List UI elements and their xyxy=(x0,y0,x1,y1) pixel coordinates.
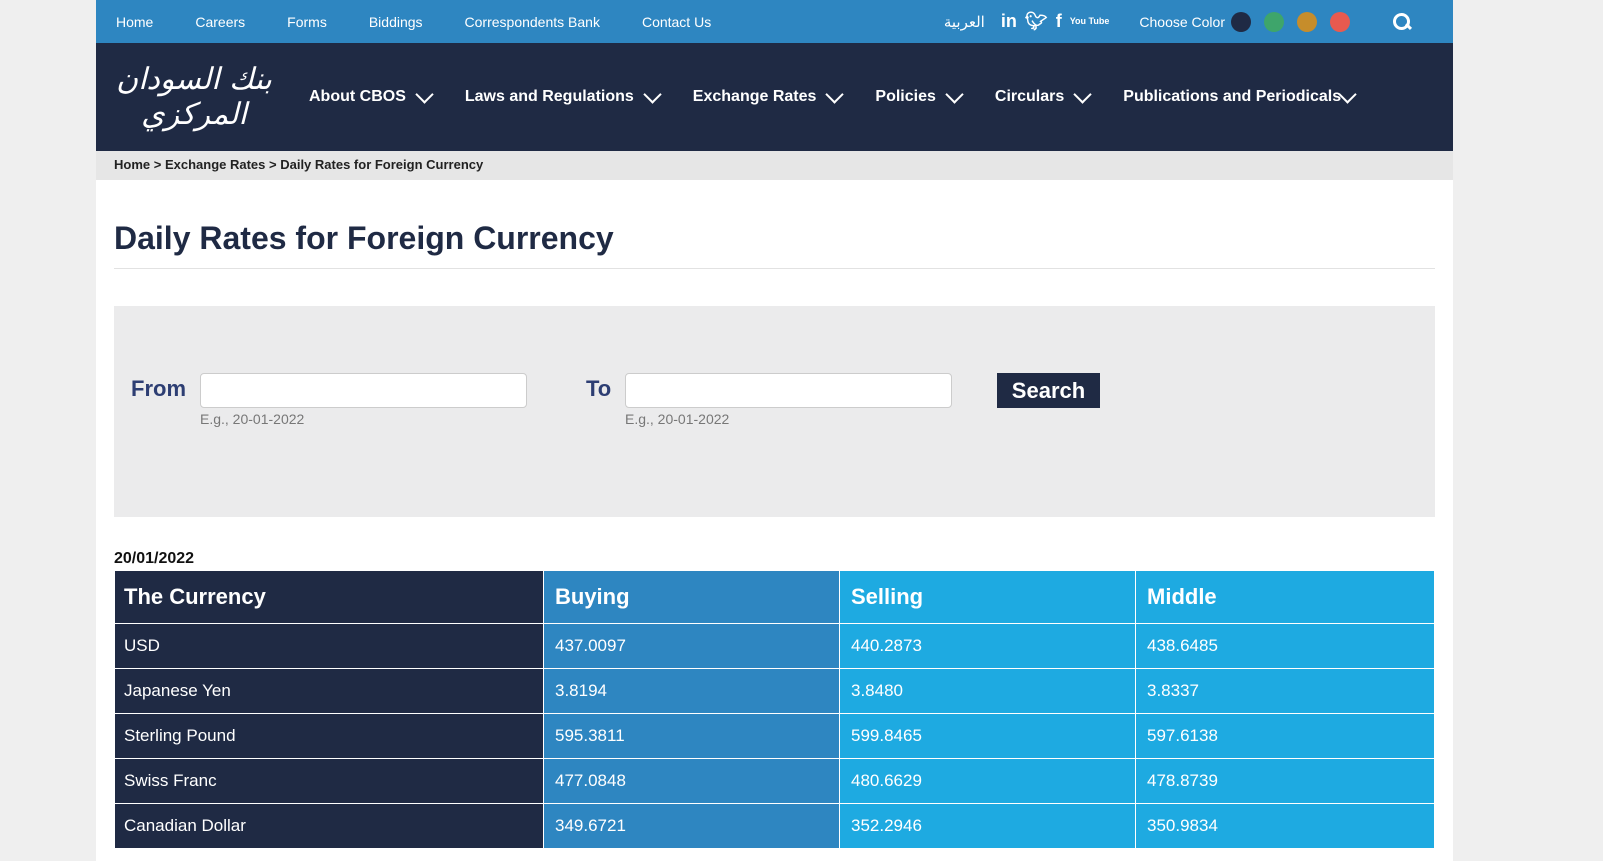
nav-exchange-rates[interactable]: Exchange Rates xyxy=(692,84,845,106)
color-green-swatch[interactable] xyxy=(1264,11,1284,32)
nav-label: About CBOS xyxy=(309,88,406,105)
breadcrumb-separator: > xyxy=(265,157,281,172)
nav-label: Exchange Rates xyxy=(692,88,817,105)
table-header-row: The Currency Buying Selling Middle xyxy=(114,570,1435,624)
top-bar: Home Careers Forms Biddings Corresponden… xyxy=(96,0,1453,43)
nav-label: Laws and Regulations xyxy=(464,88,634,105)
youtube-icon[interactable]: You Tube xyxy=(1069,16,1110,26)
chevron-down-icon xyxy=(1073,84,1092,104)
to-date-input[interactable] xyxy=(625,373,952,408)
linkedin-icon[interactable]: in xyxy=(1000,11,1017,31)
page-title: Daily Rates for Foreign Currency xyxy=(114,220,614,256)
selling-cell: 352.2946 xyxy=(839,803,1136,849)
arabic-language-link[interactable]: العربية xyxy=(943,13,985,31)
buying-cell: 3.8194 xyxy=(543,668,840,714)
nav-publications[interactable]: Publications and Periodicals xyxy=(1123,84,1357,106)
table-row: Swiss Franc 477.0848 480.6629 478.8739 xyxy=(114,758,1435,804)
header-currency: The Currency xyxy=(114,570,544,624)
top-link-correspondents-bank[interactable]: Correspondents Bank xyxy=(464,13,600,30)
rates-date: 20/01/2022 xyxy=(114,550,195,567)
currency-cell: Canadian Dollar xyxy=(114,803,544,849)
currency-cell: Japanese Yen xyxy=(114,668,544,714)
chevron-down-icon xyxy=(1338,84,1357,104)
page: Home Careers Forms Biddings Corresponden… xyxy=(96,0,1453,861)
nav-label: Publications and Periodicals xyxy=(1123,88,1342,105)
color-gold-swatch[interactable] xyxy=(1297,11,1317,32)
nav-about-cbos[interactable]: About CBOS xyxy=(309,84,434,106)
chevron-down-icon xyxy=(825,84,845,104)
selling-cell: 440.2873 xyxy=(839,623,1136,669)
nav-laws-regulations[interactable]: Laws and Regulations xyxy=(464,84,662,106)
breadcrumb-exchange-rates[interactable]: Exchange Rates xyxy=(164,157,266,172)
twitter-icon[interactable]: 🐦︎ xyxy=(1024,11,1048,31)
currency-cell: Sterling Pound xyxy=(114,713,544,759)
header-middle: Middle xyxy=(1135,570,1435,624)
table-row: Japanese Yen 3.8194 3.8480 3.8337 xyxy=(114,668,1435,714)
main-nav: بنك السودان المركزي About CBOS Laws and … xyxy=(96,43,1453,151)
table-row: Canadian Dollar 349.6721 352.2946 350.9834 xyxy=(114,803,1435,849)
from-date-input[interactable] xyxy=(200,373,527,408)
to-label: To xyxy=(586,376,612,401)
top-link-contact-us[interactable]: Contact Us xyxy=(641,13,712,30)
buying-cell: 477.0848 xyxy=(543,758,840,804)
color-red-swatch[interactable] xyxy=(1330,11,1350,32)
currency-cell: USD xyxy=(114,623,544,669)
color-navy-swatch[interactable] xyxy=(1231,11,1251,32)
top-link-careers[interactable]: Careers xyxy=(195,13,246,30)
table-row: Sterling Pound 595.3811 599.8465 597.6138 xyxy=(114,713,1435,759)
divider xyxy=(114,268,1435,269)
header-buying: Buying xyxy=(543,570,840,624)
top-link-biddings[interactable]: Biddings xyxy=(368,13,423,30)
to-hint: E.g., 20-01-2022 xyxy=(625,411,730,427)
search-icon[interactable] xyxy=(1393,12,1411,31)
buying-cell: 595.3811 xyxy=(543,713,840,759)
middle-cell: 3.8337 xyxy=(1135,668,1435,714)
search-button[interactable]: Search xyxy=(997,373,1100,408)
breadcrumb-current: Daily Rates for Foreign Currency xyxy=(280,157,484,172)
middle-cell: 350.9834 xyxy=(1135,803,1435,849)
choose-color-label: Choose Color xyxy=(1139,13,1225,30)
nav-label: Policies xyxy=(875,88,936,105)
nav-label: Circulars xyxy=(994,88,1065,105)
middle-cell: 597.6138 xyxy=(1135,713,1435,759)
table-row: USD 437.0097 440.2873 438.6485 xyxy=(114,623,1435,669)
breadcrumb-separator: > xyxy=(150,157,165,172)
top-link-forms[interactable]: Forms xyxy=(287,13,327,30)
middle-cell: 438.6485 xyxy=(1135,623,1435,669)
chevron-down-icon xyxy=(415,84,434,104)
buying-cell: 437.0097 xyxy=(543,623,840,669)
selling-cell: 599.8465 xyxy=(839,713,1136,759)
nav-policies[interactable]: Policies xyxy=(875,84,964,106)
header-selling: Selling xyxy=(839,570,1136,624)
buying-cell: 349.6721 xyxy=(543,803,840,849)
breadcrumb: Home > Exchange Rates > Daily Rates for … xyxy=(96,151,1453,180)
selling-cell: 480.6629 xyxy=(839,758,1136,804)
facebook-icon[interactable]: f xyxy=(1055,11,1062,31)
chevron-down-icon xyxy=(643,84,662,104)
date-search-form: From E.g., 20-01-2022 To E.g., 20-01-202… xyxy=(114,306,1435,517)
cbos-logo[interactable]: بنك السودان المركزي xyxy=(116,62,272,132)
rates-table: The Currency Buying Selling Middle USD 43… xyxy=(114,570,1435,849)
selling-cell: 3.8480 xyxy=(839,668,1136,714)
nav-circulars[interactable]: Circulars xyxy=(994,84,1092,106)
from-label: From xyxy=(131,376,186,401)
top-link-home[interactable]: Home xyxy=(116,13,154,30)
middle-cell: 478.8739 xyxy=(1135,758,1435,804)
chevron-down-icon xyxy=(945,84,964,104)
breadcrumb-home[interactable]: Home xyxy=(114,157,151,172)
from-hint: E.g., 20-01-2022 xyxy=(200,411,305,427)
currency-cell: Swiss Franc xyxy=(114,758,544,804)
